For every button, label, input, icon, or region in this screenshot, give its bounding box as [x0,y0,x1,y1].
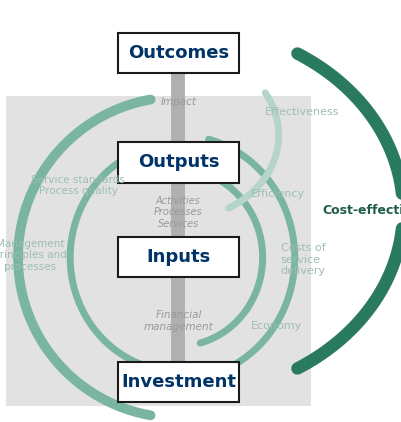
Text: Activities
Processes
Services: Activities Processes Services [154,196,203,229]
Bar [118,237,239,278]
Text: Impact: Impact [160,97,196,107]
Text: Inputs: Inputs [146,249,211,266]
Bar [118,362,239,402]
Text: Costs of
service
delivery: Costs of service delivery [281,243,326,276]
Bar [118,143,239,182]
Text: Outcomes: Outcomes [128,44,229,62]
Text: Management
principles and
processes: Management principles and processes [0,239,67,272]
Text: Outputs: Outputs [138,154,219,171]
Text: Economy: Economy [251,321,302,331]
Text: Cost-effectiveness: Cost-effectiveness [323,205,401,217]
Text: Efficiency: Efficiency [251,189,305,199]
Text: Investment: Investment [121,373,236,391]
Text: Service standards
Process quality: Service standards Process quality [31,175,125,197]
Text: Financial
management: Financial management [144,310,213,332]
Bar [6,96,311,406]
Bar [118,33,239,73]
Text: Effectiveness: Effectiveness [265,107,339,117]
